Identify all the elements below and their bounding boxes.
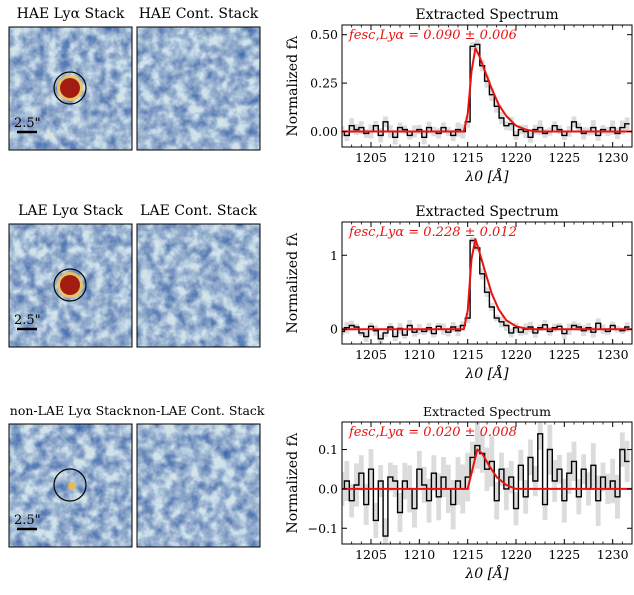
continuum-stack-title: non-LAE Cont. Stack bbox=[132, 403, 264, 418]
x-tick-label: 1215 bbox=[452, 547, 484, 562]
panel-row-3: non-LAE Lyα Stack 2.5" non-LAE Cont. Stack… bbox=[8, 403, 633, 582]
y-tick-label: 0.00 bbox=[310, 124, 338, 139]
y-tick-label: −0.1 bbox=[308, 521, 338, 536]
y-tick-label: 1 bbox=[330, 248, 338, 263]
x-tick-label: 1220 bbox=[500, 150, 532, 165]
y-tick-label: 0.0 bbox=[318, 481, 338, 496]
escape-fraction-annotation: fesc,Lyα = 0.020 ± 0.008 bbox=[348, 425, 517, 440]
lya-stack-image: 2.5" bbox=[8, 423, 133, 548]
continuum-stack-image bbox=[136, 423, 261, 548]
aperture-circle bbox=[53, 71, 87, 105]
observed-spectrum-line bbox=[342, 433, 630, 537]
x-axis-label: λ0 [Å] bbox=[464, 564, 509, 582]
x-tick-label: 1225 bbox=[548, 150, 580, 165]
x-axis-label: λ0 [Å] bbox=[464, 167, 509, 185]
x-tick-label: 1205 bbox=[355, 547, 387, 562]
x-tick-label: 1225 bbox=[548, 547, 580, 562]
x-tick-label: 1205 bbox=[355, 150, 387, 165]
lya-stack-image: 2.5" bbox=[8, 26, 133, 151]
x-tick-label: 1230 bbox=[597, 150, 629, 165]
error-band-segment bbox=[537, 422, 543, 450]
panel-row-2: LAE Lyα Stack 2.5" LAE Cont. Stack Extracte… bbox=[8, 203, 633, 382]
spectrum-chart: Extracted Spectrum 1205 1210 1215 1220 1225 12… bbox=[285, 404, 633, 582]
spectrum-chart: Extracted Spectrum 1205 1210 1215 1220 1225 12… bbox=[285, 7, 633, 185]
escape-fraction-annotation: fesc,Lyα = 0.090 ± 0.006 bbox=[348, 28, 517, 43]
y-axis-label: Normalized fλ bbox=[285, 432, 301, 533]
model-spectrum-line bbox=[342, 238, 632, 331]
escape-fraction-annotation: fesc,Lyα = 0.228 ± 0.012 bbox=[348, 225, 517, 240]
y-axis-label: Normalized fλ bbox=[285, 35, 301, 136]
source-core bbox=[68, 482, 76, 490]
y-tick-label: 0.50 bbox=[310, 27, 338, 42]
x-tick-label: 1215 bbox=[452, 347, 484, 362]
spectrum-chart: Extracted Spectrum 1205 1210 1215 1220 1225 12… bbox=[285, 204, 633, 382]
chart-title: Extracted Spectrum bbox=[415, 204, 558, 220]
continuum-stack-title: HAE Cont. Stack bbox=[139, 6, 259, 22]
scale-bar-label: 2.5" bbox=[14, 513, 41, 528]
x-tick-label: 1210 bbox=[403, 347, 435, 362]
observed-spectrum-line bbox=[342, 239, 630, 340]
y-tick-label: 0.25 bbox=[310, 76, 338, 91]
lya-stack-image: 2.5" bbox=[8, 223, 133, 348]
error-band-segment bbox=[383, 518, 388, 544]
source-core bbox=[60, 78, 80, 98]
continuum-stack-image bbox=[136, 26, 261, 151]
lya-stack-title: HAE Lyα Stack bbox=[17, 6, 125, 22]
source-core bbox=[60, 275, 80, 295]
chart-title: Extracted Spectrum bbox=[423, 404, 551, 419]
scale-bar-label: 2.5" bbox=[14, 116, 41, 131]
scale-bar-label: 2.5" bbox=[14, 313, 41, 328]
model-spectrum-line bbox=[342, 448, 632, 490]
aperture-circle bbox=[53, 468, 87, 502]
model-spectrum-line bbox=[342, 47, 632, 133]
x-tick-label: 1220 bbox=[500, 347, 532, 362]
x-tick-label: 1220 bbox=[500, 547, 532, 562]
lya-stack-title: non-LAE Lyα Stack bbox=[10, 403, 132, 418]
x-axis-label: λ0 [Å] bbox=[464, 364, 509, 382]
x-tick-label: 1210 bbox=[403, 547, 435, 562]
y-axis-label: Normalized fλ bbox=[285, 232, 301, 333]
x-tick-label: 1205 bbox=[355, 347, 387, 362]
x-tick-label: 1215 bbox=[452, 150, 484, 165]
x-tick-label: 1230 bbox=[597, 347, 629, 362]
continuum-stack-image bbox=[136, 223, 261, 348]
x-tick-label: 1225 bbox=[548, 347, 580, 362]
continuum-stack-title: LAE Cont. Stack bbox=[140, 203, 257, 219]
x-tick-label: 1230 bbox=[597, 547, 629, 562]
chart-title: Extracted Spectrum bbox=[415, 7, 558, 23]
observed-spectrum-line bbox=[342, 43, 630, 138]
y-tick-label: 0.1 bbox=[318, 442, 338, 457]
panel-row-1: HAE Lyα Stack 2.5" HAE Cont. Stack Extracte… bbox=[8, 6, 633, 185]
lya-stack-title: LAE Lyα Stack bbox=[18, 203, 123, 219]
x-tick-label: 1210 bbox=[403, 150, 435, 165]
y-tick-label: 0 bbox=[330, 322, 338, 337]
aperture-circle bbox=[53, 268, 87, 302]
